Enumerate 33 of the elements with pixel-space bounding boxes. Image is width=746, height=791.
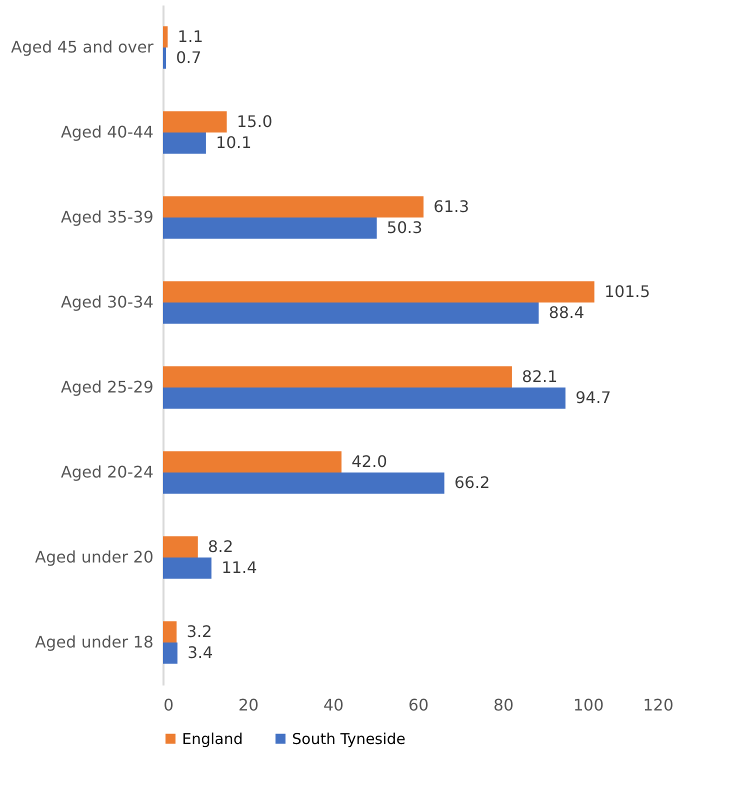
- data-label: 0.7: [176, 48, 202, 68]
- data-label: 15.0: [236, 112, 272, 131]
- y-tick-label: Aged 45 and over: [11, 38, 154, 56]
- data-label: 3.2: [186, 622, 212, 641]
- y-tick-label: Aged 25-29: [60, 378, 154, 396]
- y-tick-label: Aged under 20: [35, 548, 154, 566]
- data-label: 61.3: [434, 196, 470, 216]
- data-label: 11.4: [221, 558, 258, 578]
- y-tick-label: Aged under 18: [35, 632, 154, 652]
- y-tick-label: Aged 40-44: [60, 122, 154, 142]
- data-label: 42.0: [352, 452, 388, 471]
- x-tick-label: 80: [493, 696, 514, 714]
- data-label: 10.1: [216, 133, 252, 152]
- legend-label: England: [182, 730, 243, 748]
- data-label: 66.2: [454, 473, 490, 492]
- data-label: 94.7: [575, 388, 612, 408]
- x-tick-label: 100: [573, 696, 604, 714]
- data-label: 82.1: [522, 366, 558, 386]
- y-tick-label: Aged 35-39: [60, 208, 154, 226]
- data-label: 1.1: [178, 26, 204, 46]
- data-label: 50.3: [386, 218, 422, 238]
- data-label: 3.4: [187, 643, 213, 662]
- x-tick-label: 0: [164, 696, 174, 714]
- data-label: 101.5: [604, 282, 650, 301]
- data-label: 8.2: [208, 536, 234, 556]
- y-tick-label: Aged 20-24: [60, 462, 154, 482]
- legend-label: South Tyneside: [292, 730, 406, 748]
- x-tick-label: 120: [642, 696, 674, 714]
- x-tick-label: 40: [323, 696, 344, 714]
- x-tick-label: 60: [408, 696, 429, 714]
- data-label: 88.4: [548, 303, 584, 322]
- y-tick-label: Aged 30-34: [60, 292, 154, 312]
- x-tick-label: 20: [238, 696, 259, 714]
